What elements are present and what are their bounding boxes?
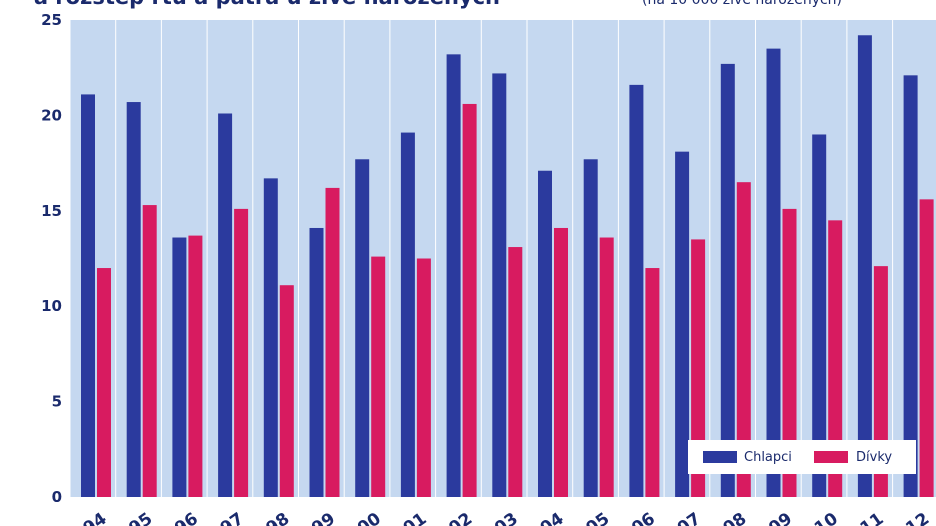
x-tick-label: 98 (263, 509, 294, 526)
bar-chlapci-01 (400, 132, 415, 497)
bar-chlapci-02 (446, 54, 461, 498)
x-tick-label: 96 (171, 509, 202, 526)
bar-divky-09 (782, 208, 797, 497)
bar-chlapci-06 (629, 84, 644, 497)
y-tick-label: 10 (41, 297, 62, 315)
bar-divky-11 (873, 266, 888, 497)
bar-chlapci-12 (903, 75, 918, 497)
bar-chlapci-08 (720, 63, 735, 497)
grid-lines (69, 20, 894, 497)
x-tick-label: 03 (491, 509, 522, 526)
bar-divky-00 (371, 256, 386, 497)
x-tick-label: 06 (628, 509, 659, 526)
bar-chlapci-11 (857, 35, 872, 497)
y-tick-label: 20 (41, 106, 62, 124)
x-tick-label: 08 (720, 509, 751, 526)
x-tick-label: 00 (354, 509, 385, 526)
bar-divky-01 (416, 258, 431, 497)
y-tick-label: 25 (41, 11, 62, 29)
x-tick-label: 12 (902, 509, 933, 526)
x-tick-label: 94 (80, 509, 111, 526)
bar-chlapci-96 (172, 237, 187, 497)
bar-chlapci-07 (675, 151, 690, 498)
bar-divky-96 (188, 235, 203, 497)
bar-divky-07 (691, 239, 706, 498)
legend-swatch-divky (814, 451, 848, 463)
bar-chlapci-94 (81, 94, 95, 498)
bar-chlapci-09 (766, 48, 781, 498)
x-tick-label: 95 (125, 509, 156, 526)
x-tick-label: 02 (445, 509, 476, 526)
y-axis-ticks: 0 5 10 15 20 25 (41, 11, 62, 506)
bars (81, 35, 934, 498)
bar-chlapci-95 (126, 102, 141, 497)
bar-chlapci-00 (355, 159, 370, 497)
bar-divky-03 (508, 247, 523, 497)
bar-divky-10 (828, 220, 843, 497)
bar-chlapci-10 (812, 134, 827, 498)
bar-divky-99 (325, 187, 340, 498)
bar-divky-12 (919, 199, 934, 498)
legend-label-divky: Dívky (856, 450, 892, 465)
x-tick-label: 09 (765, 509, 796, 526)
bar-chlapci-97 (218, 113, 233, 497)
x-tick-label: 04 (537, 509, 568, 526)
bar-divky-06 (645, 268, 660, 497)
bar-divky-95 (142, 205, 157, 498)
x-tick-label: 10 (811, 509, 842, 526)
x-tick-label: 07 (674, 509, 705, 526)
bar-chlapci-04 (538, 170, 552, 497)
chart-title: a rozštěp rtu a patra u živě narozených (34, 0, 500, 9)
bar-chlapci-99 (309, 227, 324, 498)
chart-title-main: a rozštěp rtu a patra u živě narozených (34, 0, 500, 9)
x-axis-ticks: 94 95 96 97 98 99 00 01 02 03 04 05 06 07 08 09 10 11 12 (80, 509, 933, 526)
x-tick-label: 99 (308, 509, 339, 526)
bar-divky-94 (97, 268, 111, 497)
x-tick-label: 01 (400, 509, 431, 526)
y-tick-label: 5 (52, 393, 62, 411)
bar-divky-08 (736, 182, 751, 497)
bar-chlapci-03 (492, 73, 507, 497)
legend-swatch-chlapci (703, 451, 737, 463)
legend: Chlapci Dívky (688, 440, 916, 474)
bar-chlapci-98 (263, 178, 278, 497)
bar-chlapci-05 (583, 159, 598, 497)
bar-divky-97 (234, 208, 249, 497)
y-tick-label: 15 (41, 202, 62, 220)
y-tick-label: 0 (52, 488, 62, 506)
x-tick-label: 05 (582, 509, 613, 526)
legend-label-chlapci: Chlapci (744, 450, 792, 465)
bar-divky-05 (599, 237, 614, 497)
bar-divky-98 (279, 285, 294, 497)
x-tick-label: 97 (217, 509, 248, 526)
x-tick-label: 11 (857, 509, 888, 526)
bar-divky-04 (554, 227, 568, 498)
bar-divky-02 (462, 103, 477, 498)
chart-subtitle: (na 10 000 živě narozených) (642, 0, 842, 8)
